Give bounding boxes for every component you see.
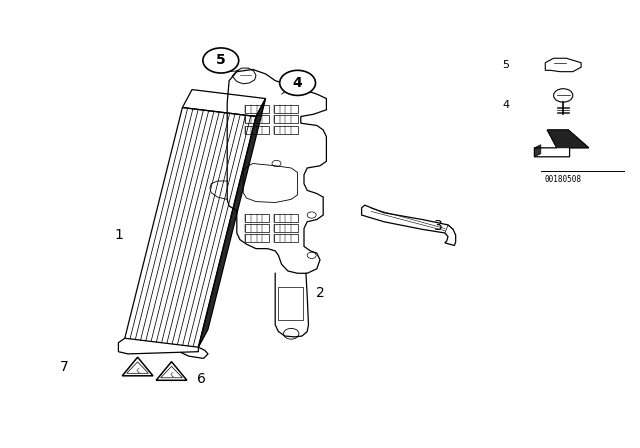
Bar [245,105,269,113]
Bar [274,126,298,134]
Text: 7: 7 [60,360,68,375]
Text: 6: 6 [197,371,206,386]
Text: 5: 5 [216,53,226,68]
Text: 4: 4 [292,76,303,90]
Bar [245,234,269,242]
Bar [274,115,298,123]
Text: 2: 2 [316,286,324,301]
Bar [245,224,269,232]
Circle shape [203,48,239,73]
Text: ☇: ☇ [170,372,173,379]
Bar [274,105,298,113]
Text: 4: 4 [502,100,509,110]
Polygon shape [534,145,541,157]
Bar [245,126,269,134]
Circle shape [280,70,316,95]
Text: 00180508: 00180508 [545,175,582,184]
Bar [245,115,269,123]
Text: ☇: ☇ [136,368,140,374]
Bar [274,214,298,222]
Bar [274,224,298,232]
Text: 1: 1 [114,228,123,242]
Bar [274,234,298,242]
Text: 5: 5 [502,60,509,70]
Polygon shape [547,130,589,148]
Text: 3: 3 [434,219,443,233]
Bar [278,287,303,320]
Bar [245,214,269,222]
